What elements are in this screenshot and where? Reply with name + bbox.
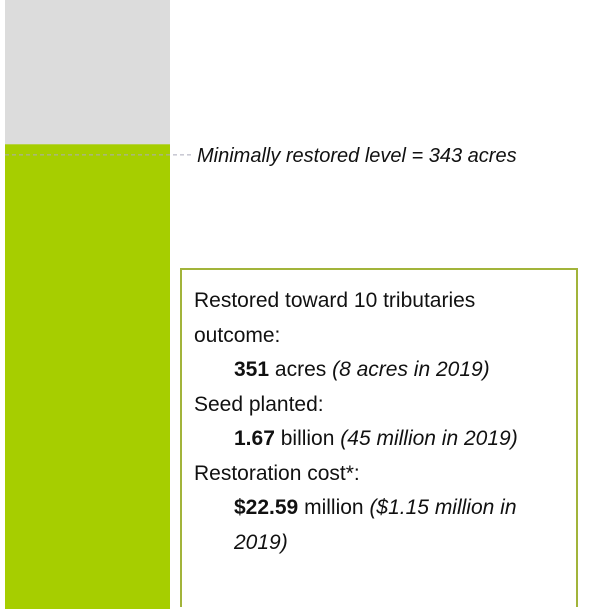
info-unit: billion (280, 427, 335, 450)
info-unit: million (304, 496, 364, 519)
info-note: ($1.15 million in 2019) (234, 496, 517, 554)
reference-label: Minimally restored level = 343 acres (197, 145, 517, 167)
info-note: (45 million in 2019) (340, 427, 518, 450)
info-heading: Seed planted: (194, 392, 324, 416)
info-detail: 351 acres (8 acres in 2019) (194, 353, 566, 388)
info-note: (8 acres in 2019) (332, 358, 490, 381)
info-detail: $22.59 million ($1.15 million in 2019) (194, 491, 566, 560)
info-box: Restored toward 10 tributaries outcome: 3… (180, 268, 578, 607)
info-amount: 1.67 (234, 427, 275, 450)
info-amount: $22.59 (234, 496, 299, 519)
info-heading: Restored toward 10 tributaries outcome: (194, 289, 476, 347)
bar (5, 144, 170, 609)
info-heading: Restoration cost*: (194, 461, 360, 485)
info-amount: 351 (234, 358, 270, 381)
info-detail: 1.67 billion (45 million in 2019) (194, 422, 566, 457)
info-unit: acres (274, 358, 327, 381)
